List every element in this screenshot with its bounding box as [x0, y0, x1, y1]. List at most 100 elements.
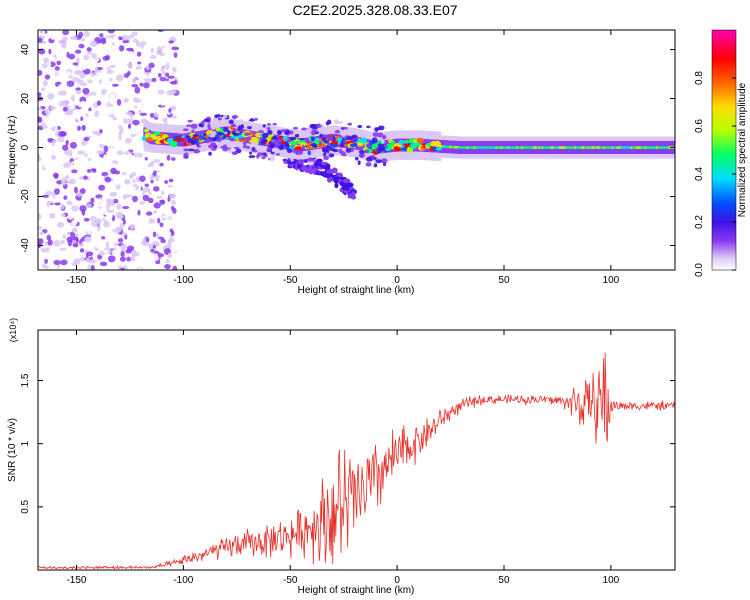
noise-blob [152, 186, 160, 192]
branch-blob [351, 191, 356, 196]
trace-scatter [312, 129, 318, 133]
colorbar-label: Normalized spectral amplitude [737, 82, 748, 217]
noise-blob [52, 121, 61, 126]
colorbar-tick-label: 0.2 [694, 215, 705, 229]
noise-blob [94, 66, 98, 74]
trace-scatter [191, 129, 195, 134]
noise-blob [68, 256, 72, 264]
trace-scatter [337, 121, 344, 124]
colorbar: 0.0 0.2 0.4 0.6 0.8 Normalized spectral ampl… [694, 29, 748, 277]
noise-blob [95, 194, 103, 199]
noise-blob [41, 217, 49, 221]
trace-core [144, 128, 150, 133]
noise-blob [107, 233, 116, 239]
noise-blob [49, 245, 57, 251]
noise-blob [106, 209, 115, 213]
noise-blob [72, 77, 80, 83]
noise-blob [102, 192, 107, 200]
noise-blob [78, 43, 85, 49]
noise-blob [118, 133, 122, 141]
noise-blob [153, 209, 158, 214]
noise-blob [79, 82, 88, 87]
noise-blob [128, 50, 134, 58]
noise-blob [139, 175, 146, 183]
noise-blob [46, 179, 53, 186]
trace-scatter [289, 136, 297, 141]
colorbar-ticks: 0.0 0.2 0.4 0.6 0.8 [694, 71, 736, 277]
noise-blob [113, 170, 121, 175]
noise-blob [120, 267, 125, 270]
noise-blob [137, 61, 142, 65]
noise-blob [81, 197, 86, 202]
trace-scatter [381, 134, 387, 140]
noise-blob [82, 175, 88, 180]
noise-blob [71, 162, 75, 166]
branch-blob [325, 163, 331, 169]
noise-blob [134, 105, 138, 109]
trace-scatter [358, 150, 366, 154]
noise-blob [148, 62, 155, 68]
noise-blob [132, 178, 136, 184]
noise-blob [157, 114, 165, 120]
noise-blob [159, 199, 166, 205]
noise-blob [116, 98, 122, 106]
noise-blob [46, 234, 52, 241]
noise-blob [89, 114, 97, 119]
noise-blob [54, 125, 58, 132]
branch-blob [350, 195, 357, 200]
noise-blob [65, 139, 69, 146]
noise-blob [60, 239, 66, 245]
trace-scatter [278, 144, 284, 151]
noise-blob [128, 173, 134, 180]
noise-blob [118, 113, 124, 118]
trace-core [151, 135, 159, 140]
noise-blob [102, 67, 107, 72]
noise-blob [174, 222, 179, 228]
noise-blob [38, 69, 43, 76]
trace-scatter [285, 143, 290, 148]
noise-blob [157, 89, 165, 95]
noise-blob [111, 249, 118, 256]
trace-scatter [374, 127, 379, 132]
trace-scatter [269, 155, 276, 162]
noise-blob [38, 107, 43, 111]
noise-blob [106, 80, 111, 84]
noise-blob [143, 228, 148, 236]
noise-blob [83, 106, 89, 111]
colorbar-tick-label: 0.6 [694, 119, 705, 133]
noise-blob [96, 167, 102, 175]
noise-blob [142, 186, 151, 193]
trace-scatter [203, 119, 210, 122]
trace-scatter [311, 137, 315, 141]
noise-blob [115, 222, 121, 228]
noise-blob [77, 125, 81, 131]
noise-blob [162, 46, 170, 54]
trace-scatter [266, 123, 272, 126]
trace-scatter [266, 126, 271, 131]
trace-scatter [301, 127, 307, 131]
noise-blob [38, 139, 42, 144]
noise-blob [96, 100, 102, 106]
noise-blob [66, 88, 71, 96]
snr-y-tick-label: 1.5 [20, 373, 31, 387]
trace-scatter [266, 129, 273, 135]
trace-core [170, 140, 178, 148]
branch-blob [343, 178, 351, 184]
noise-blob [167, 75, 175, 79]
trace-scatter [260, 140, 266, 145]
noise-blob [52, 50, 61, 55]
noise-blob [115, 184, 121, 190]
trace-scatter [251, 141, 258, 147]
noise-blob [103, 99, 108, 105]
noise-blob [56, 221, 65, 228]
noise-blob [161, 65, 167, 69]
noise-blob [68, 133, 72, 137]
trace-scatter [198, 137, 204, 141]
noise-blob [120, 262, 125, 268]
noise-blob [42, 62, 48, 69]
noise-blob [171, 212, 178, 220]
noise-blob [68, 62, 72, 70]
noise-blob [38, 112, 41, 117]
noise-blob [95, 209, 101, 214]
trace-scatter [298, 159, 305, 164]
